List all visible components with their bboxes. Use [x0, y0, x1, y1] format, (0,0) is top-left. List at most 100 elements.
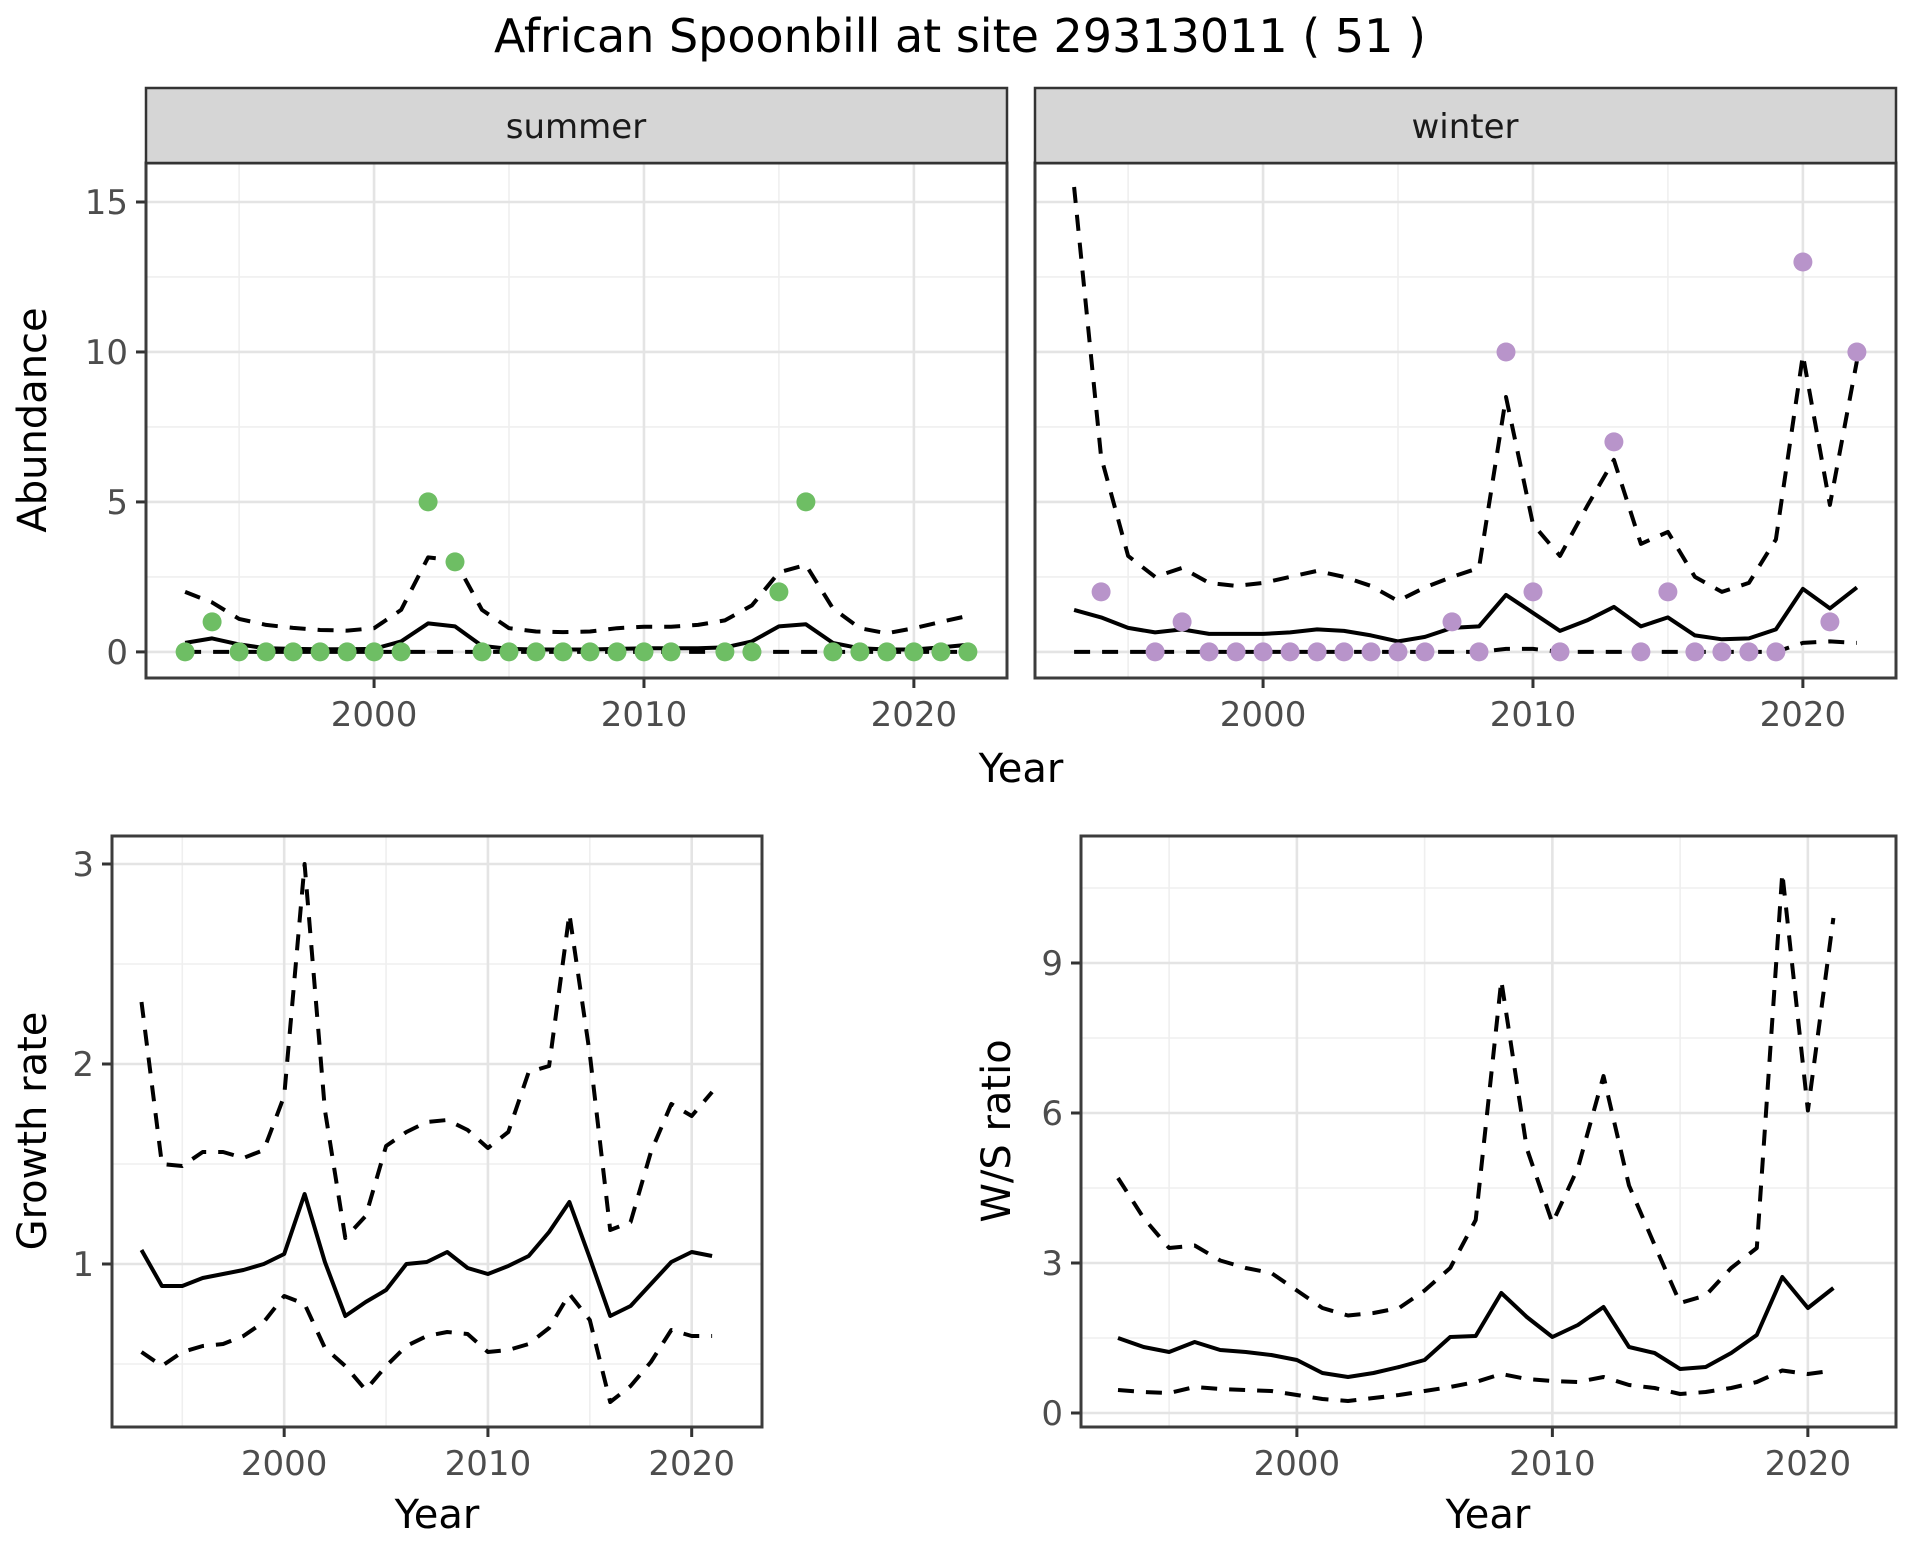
abundance-summer-data-point: [607, 642, 627, 662]
abundance-winter-data-point: [1604, 432, 1624, 452]
growth-rate-upper_95ci-line: [139, 862, 714, 1240]
y-tick-label: 2: [72, 1045, 94, 1085]
abundance-summer-data-point: [364, 642, 384, 662]
abundance-summer-data-point: [580, 642, 600, 662]
facet-strip-winter: [1033, 86, 1898, 165]
abundance-winter-data-point: [1793, 252, 1813, 272]
abundance-winter-data-point: [1253, 642, 1273, 662]
y-tick-label: 0: [106, 633, 128, 673]
x-tick-label: 2020: [871, 695, 958, 735]
abundance-winter-data-point: [1145, 642, 1165, 662]
abundance-winter-data-point: [1226, 642, 1246, 662]
abundance-winter-data-point: [1361, 642, 1381, 662]
abundance-summer-data-point: [661, 642, 681, 662]
abundance-summer-data-point: [958, 642, 978, 662]
y-tick-label: 10: [85, 333, 128, 373]
x-tick-label: 2010: [601, 695, 688, 735]
abundance-summer-data-point: [850, 642, 870, 662]
x-tick-label: 2000: [241, 1444, 328, 1484]
abundance-winter-data-point: [1550, 642, 1570, 662]
x-tick-label: 2020: [648, 1444, 735, 1484]
abundance-summer-data-point: [283, 642, 303, 662]
panel-border-ws-ratio: [1079, 834, 1898, 1429]
x-tick-label: 2010: [1509, 1444, 1596, 1484]
abundance-winter-data-point: [1469, 642, 1489, 662]
x-tick-label: 2010: [1490, 695, 1577, 735]
facet-strip-winter-label: winter: [1411, 107, 1518, 147]
abundance-summer-data-point: [418, 492, 438, 512]
abundance-summer-data-point: [796, 492, 816, 512]
abundance-summer-data-point: [769, 582, 789, 602]
y-tick-label: 9: [1041, 944, 1063, 984]
abundance-summer-data-point: [175, 642, 195, 662]
abundance-winter-mean-line: [1073, 585, 1859, 644]
ratio-x-axis-title: Year: [1445, 1492, 1531, 1538]
y-tick-label: 3: [72, 845, 94, 885]
facet-strip-summer-label: summer: [506, 107, 646, 147]
y-tick-label: 5: [106, 483, 128, 523]
abundance-summer-data-point: [823, 642, 843, 662]
x-tick-label: 2000: [1220, 695, 1307, 735]
x-tick-label: 2010: [445, 1444, 532, 1484]
abundance-winter-data-point: [1496, 342, 1516, 362]
growth-rate-lower_95ci-line: [140, 1292, 713, 1404]
abundance-winter-data-point: [1739, 642, 1759, 662]
abundance-summer-data-point: [472, 642, 492, 662]
abundance-winter-data-point: [1280, 642, 1300, 662]
abundance-summer-data-point: [256, 642, 276, 662]
abundance-summer-data-point: [499, 642, 519, 662]
ratio-y-axis-title: W/S ratio: [974, 1039, 1020, 1222]
abundance-summer-data-point: [337, 642, 357, 662]
y-tick-label: 15: [85, 183, 128, 223]
abundance-summer-data-point: [310, 642, 330, 662]
abundance-winter-data-point: [1685, 642, 1705, 662]
abundance-winter-data-point: [1091, 582, 1111, 602]
x-tick-label: 2000: [1254, 1444, 1341, 1484]
y-tick-label: 0: [1041, 1394, 1063, 1434]
abundance-summer-data-point: [634, 642, 654, 662]
panel-border-growth-rate: [110, 834, 764, 1429]
facet-strip-summer: [144, 86, 1009, 165]
abundance-y-axis-title: Abundance: [10, 307, 56, 532]
abundance-x-axis-title: Year: [978, 746, 1064, 792]
abundance-winter-data-point: [1199, 642, 1219, 662]
ws-ratio-mean-line: [1117, 1275, 1835, 1379]
abundance-winter-data-point: [1307, 642, 1327, 662]
abundance-summer-data-point: [526, 642, 546, 662]
abundance-winter-data-point: [1847, 342, 1867, 362]
growth-x-axis-title: Year: [394, 1492, 480, 1538]
abundance-winter-data-point: [1523, 582, 1543, 602]
abundance-summer-data-point: [391, 642, 411, 662]
abundance-winter-data-point: [1415, 642, 1435, 662]
y-tick-label: 6: [1041, 1094, 1063, 1134]
abundance-summer-data-point: [715, 642, 735, 662]
y-tick-label: 1: [72, 1245, 94, 1285]
abundance-winter-data-point: [1442, 612, 1462, 632]
abundance-winter-data-point: [1334, 642, 1354, 662]
x-tick-label: 2020: [1765, 1444, 1852, 1484]
x-tick-label: 2000: [331, 695, 418, 735]
abundance-summer-data-point: [229, 642, 249, 662]
abundance-winter-data-point: [1172, 612, 1192, 632]
x-tick-label: 2020: [1760, 695, 1847, 735]
growth-rate-mean-line: [139, 1192, 713, 1318]
abundance-summer-data-point: [202, 612, 222, 632]
abundance-summer-data-point: [445, 552, 465, 572]
abundance-winter-data-point: [1631, 642, 1651, 662]
abundance-winter-data-point: [1820, 612, 1840, 632]
abundance-summer-data-point: [553, 642, 573, 662]
ws-ratio-lower_95ci-line: [1117, 1368, 1834, 1403]
abundance-winter-data-point: [1766, 642, 1786, 662]
abundance-summer-data-point: [904, 642, 924, 662]
abundance-winter-data-point: [1388, 642, 1408, 662]
abundance-summer-data-point: [742, 642, 762, 662]
abundance-winter-data-point: [1712, 642, 1732, 662]
abundance-winter-data-point: [1658, 582, 1678, 602]
abundance-winter-upper_95ci-line: [1072, 186, 1859, 603]
abundance-summer-data-point: [877, 642, 897, 662]
abundance-summer-data-point: [931, 642, 951, 662]
panel-growth-rate: [112, 836, 762, 1427]
